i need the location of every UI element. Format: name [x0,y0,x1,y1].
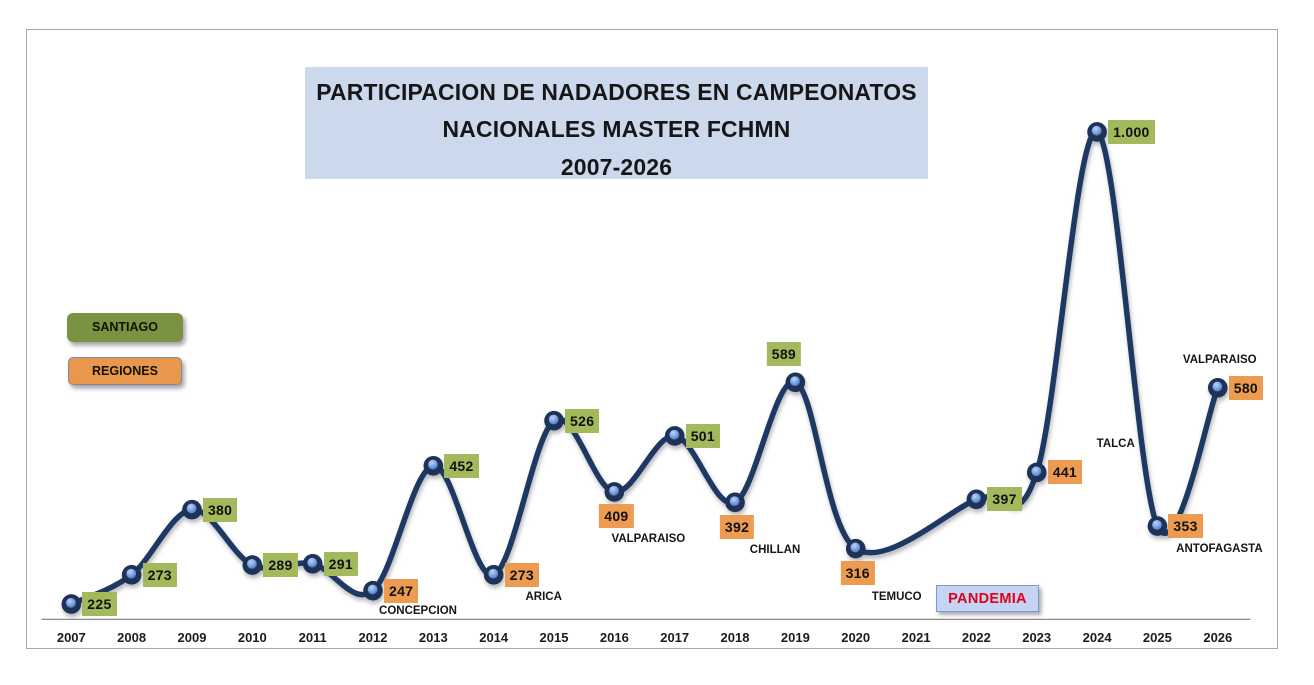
city-label-2025: ANTOFAGASTA [1176,543,1263,556]
x-axis-label-2022: 2022 [961,630,991,645]
pandemia-annotation-label: PANDEMIA [948,591,1027,607]
legend-regiones-label: REGIONES [92,364,158,378]
x-axis-label-2009: 2009 [177,630,207,645]
data-point-marker-center-2013 [428,459,438,470]
city-label-2023: TALCA [1096,438,1135,451]
value-label-2024: 1.000 [1108,119,1155,144]
x-axis-label-2025: 2025 [1142,630,1172,645]
x-axis-label-2011: 2011 [298,630,327,645]
chart-title-line-3: 2007-2026 [560,153,673,180]
data-point-marker-center-2012 [367,584,378,595]
value-label-2026: 580 [1228,375,1264,400]
x-axis-label-2008: 2008 [117,630,147,645]
x-axis-label-2020: 2020 [841,630,871,645]
data-point-marker-center-2008 [126,568,137,579]
data-point-marker-center-2016 [609,485,619,496]
data-point-marker-center-2022 [971,493,981,503]
x-axis-label-2013: 2013 [418,630,448,645]
value-label-2015: 526 [565,408,600,433]
value-label-2016: 409 [599,504,634,529]
data-point-marker-center-2009 [186,503,197,514]
data-point-marker-center-2017 [669,429,680,440]
city-label-2026: VALPARAISO [1182,353,1257,366]
data-point-marker-center-2015 [548,414,559,425]
x-axis-label-2017: 2017 [660,630,690,645]
value-label-2025: 353 [1168,514,1203,539]
data-point-marker-center-2020 [850,542,861,553]
legend-santiago: SANTIAGO [67,313,183,342]
value-label-2013: 452 [444,453,479,478]
x-axis-label-2010: 2010 [237,630,267,645]
data-point-marker-center-2019 [790,376,800,387]
value-label-2022: 397 [987,487,1022,512]
value-label-2020: 316 [840,561,875,586]
data-point-marker-center-2024 [1091,125,1102,136]
value-label-2017: 501 [685,423,720,448]
value-label-2007: 225 [82,592,117,617]
x-axis-label-2018: 2018 [720,630,750,645]
value-label-2010: 289 [263,553,298,578]
city-label-2014: ARICA [525,590,562,603]
x-axis-label-2023: 2023 [1022,630,1052,645]
x-axis-label-2007: 2007 [56,630,86,645]
data-point-marker-center-2007 [66,597,76,608]
pandemia-annotation: PANDEMIA [936,585,1039,612]
x-axis-label-2016: 2016 [599,630,629,645]
value-label-2014: 273 [504,562,539,587]
data-point-marker-center-2023 [1031,466,1042,477]
x-axis-label-2012: 2012 [358,630,388,645]
chart-title-line-2: NACIONALES MASTER FCHMN [442,116,791,143]
city-label-2012: CONCEPCION [379,604,457,617]
chart-title-box: PARTICIPACION DE NADADORES EN CAMPEONATO… [305,67,928,180]
value-label-2019: 589 [766,342,802,367]
data-point-marker-center-2025 [1152,519,1162,530]
x-axis-label-2026: 2026 [1203,630,1233,645]
value-label-2018: 392 [719,514,755,539]
data-point-marker-center-2014 [488,568,499,579]
value-label-2008: 273 [142,562,177,587]
value-label-2023: 441 [1047,460,1082,485]
x-axis-label-2015: 2015 [539,630,569,645]
data-point-marker-center-2018 [729,496,740,507]
data-point-marker-center-2010 [247,558,257,569]
data-point-marker-center-2026 [1212,381,1223,392]
data-point-marker-center-2011 [307,557,318,568]
legend-santiago-label: SANTIAGO [92,320,158,334]
x-axis-label-2021: 2021 [901,630,931,645]
city-label-2020: TEMUCO [871,590,922,603]
legend-regiones: REGIONES [68,357,182,385]
x-axis-label-2014: 2014 [479,630,509,645]
x-axis-label-2024: 2024 [1082,630,1112,645]
city-label-2016: VALPARAISO [611,532,686,545]
city-label-2018: CHILLAN [749,544,801,557]
chart-title-line-1: PARTICIPACION DE NADADORES EN CAMPEONATO… [316,79,917,105]
value-label-2009: 380 [202,497,238,522]
value-label-2011: 291 [323,551,358,576]
value-label-2012: 247 [384,578,419,603]
x-axis-label-2019: 2019 [780,630,810,645]
